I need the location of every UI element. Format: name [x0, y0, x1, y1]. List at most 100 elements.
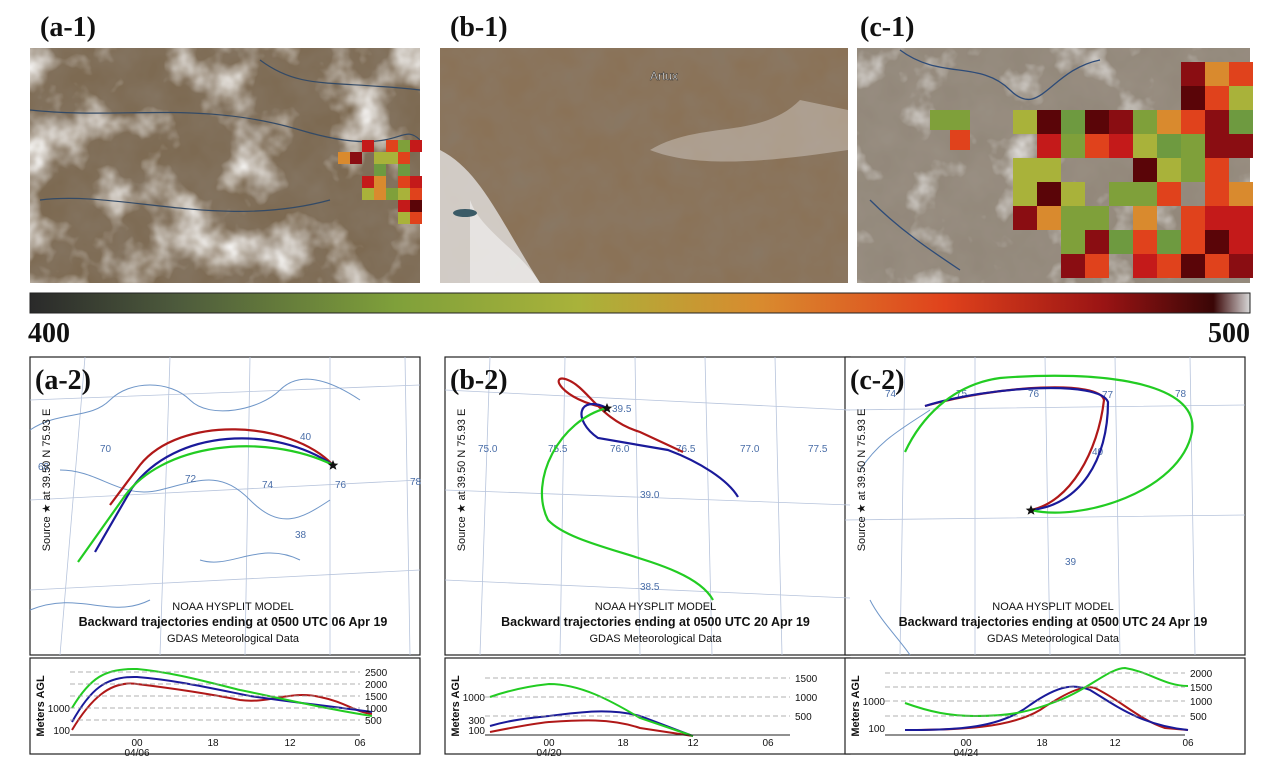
panel-label: (b-2)	[450, 365, 508, 396]
pixel	[338, 152, 350, 164]
pixel	[1181, 62, 1205, 86]
pixel	[1013, 158, 1037, 182]
x-tick-label: 12	[687, 738, 699, 749]
place-label: Artux	[650, 69, 678, 83]
pixel	[374, 152, 386, 164]
map-label: 38	[295, 530, 307, 541]
map-label: 78	[410, 477, 422, 488]
pixel	[1133, 110, 1157, 134]
map-label: 76.0	[610, 444, 630, 455]
pixel	[1133, 254, 1157, 278]
map-label: 76	[335, 480, 347, 491]
map-label: 76	[1028, 389, 1040, 400]
pixel	[374, 164, 386, 176]
pixel	[1157, 182, 1181, 206]
pixel	[1205, 86, 1229, 110]
pixel	[1205, 230, 1229, 254]
pixel	[1061, 254, 1085, 278]
pixel	[410, 200, 422, 212]
pixel	[398, 140, 410, 152]
pixel	[374, 176, 386, 188]
satellite-image	[440, 48, 848, 283]
pixel	[410, 140, 422, 152]
y-tick-label: 1500	[365, 692, 388, 703]
map-label: 74	[262, 480, 274, 491]
y-tick-label: 1000	[463, 693, 486, 704]
x-tick-label: 18	[617, 738, 629, 749]
pixel	[1061, 206, 1085, 230]
pixel	[1205, 254, 1229, 278]
y-tick-label: 1000	[48, 704, 71, 715]
pixel	[930, 110, 950, 130]
satellite-image	[30, 48, 420, 283]
pixel	[1061, 182, 1085, 206]
y-tick-label: 1500	[795, 674, 818, 685]
pixel	[1013, 182, 1037, 206]
pixel	[1061, 230, 1085, 254]
y-tick-label: 1000	[795, 693, 818, 704]
y-tick-label: 2500	[365, 668, 388, 679]
pixel	[1037, 158, 1061, 182]
pixel	[950, 110, 970, 130]
pixel	[950, 130, 970, 150]
y-axis-label: Meters AGL	[35, 675, 47, 737]
panel-label: (c-1)	[860, 12, 914, 43]
pixel	[1229, 62, 1253, 86]
pixel	[362, 176, 374, 188]
y-tick-label: 500	[365, 716, 382, 727]
pixel	[1157, 158, 1181, 182]
map-label: 40	[300, 432, 312, 443]
source-label: Source ★ at 39.50 N 75.93 E	[41, 409, 53, 552]
pixel	[1205, 206, 1229, 230]
model-name: NOAA HYSPLIT MODEL	[992, 601, 1113, 613]
pixel	[1229, 254, 1253, 278]
pixel	[1109, 134, 1133, 158]
caption: Backward trajectories ending at 0500 UTC…	[899, 615, 1208, 629]
y-tick-label: 1000	[863, 697, 886, 708]
pixel	[386, 140, 398, 152]
x-tick-label: 18	[207, 738, 219, 749]
x-tick-label: 18	[1036, 738, 1048, 749]
map-label: 39.0	[640, 490, 660, 501]
pixel	[1157, 254, 1181, 278]
pixel	[1181, 206, 1205, 230]
map-label: 77.5	[808, 444, 828, 455]
data-source: GDAS Meteorological Data	[987, 633, 1120, 645]
caption: Backward trajectories ending at 0500 UTC…	[501, 615, 810, 629]
y-tick-label: 2000	[365, 680, 388, 691]
pixel	[398, 164, 410, 176]
map-label: 70	[100, 444, 112, 455]
pixel	[410, 176, 422, 188]
pixel	[1229, 230, 1253, 254]
pixel	[1181, 134, 1205, 158]
pixel	[362, 140, 374, 152]
y-axis-label: Meters AGL	[850, 675, 862, 737]
pixel	[398, 152, 410, 164]
date-label: 04/06	[124, 748, 149, 758]
x-tick-label: 06	[762, 738, 774, 749]
pixel	[1037, 206, 1061, 230]
pixel	[1181, 110, 1205, 134]
pixel	[1181, 86, 1205, 110]
date-label: 04/24	[953, 748, 978, 758]
pixel	[1109, 182, 1133, 206]
pixel	[1133, 134, 1157, 158]
pixel	[1205, 158, 1229, 182]
pixel	[1181, 230, 1205, 254]
pixel	[1205, 134, 1229, 158]
pixel	[1229, 206, 1253, 230]
y-tick-label: 2000	[1190, 669, 1213, 680]
colorbar	[30, 293, 1250, 313]
source-label: Source ★ at 39.50 N 75.93 E	[856, 409, 868, 552]
pixel	[1085, 254, 1109, 278]
pixel	[1037, 110, 1061, 134]
pixel	[1013, 206, 1037, 230]
pixel	[1085, 230, 1109, 254]
map-label: 72	[185, 474, 197, 485]
pixel	[1013, 110, 1037, 134]
y-tick-label: 1000	[1190, 697, 1213, 708]
y-tick-label: 100	[468, 726, 485, 737]
pixel	[1205, 182, 1229, 206]
y-tick-label: 100	[868, 724, 885, 735]
pixel	[1229, 110, 1253, 134]
